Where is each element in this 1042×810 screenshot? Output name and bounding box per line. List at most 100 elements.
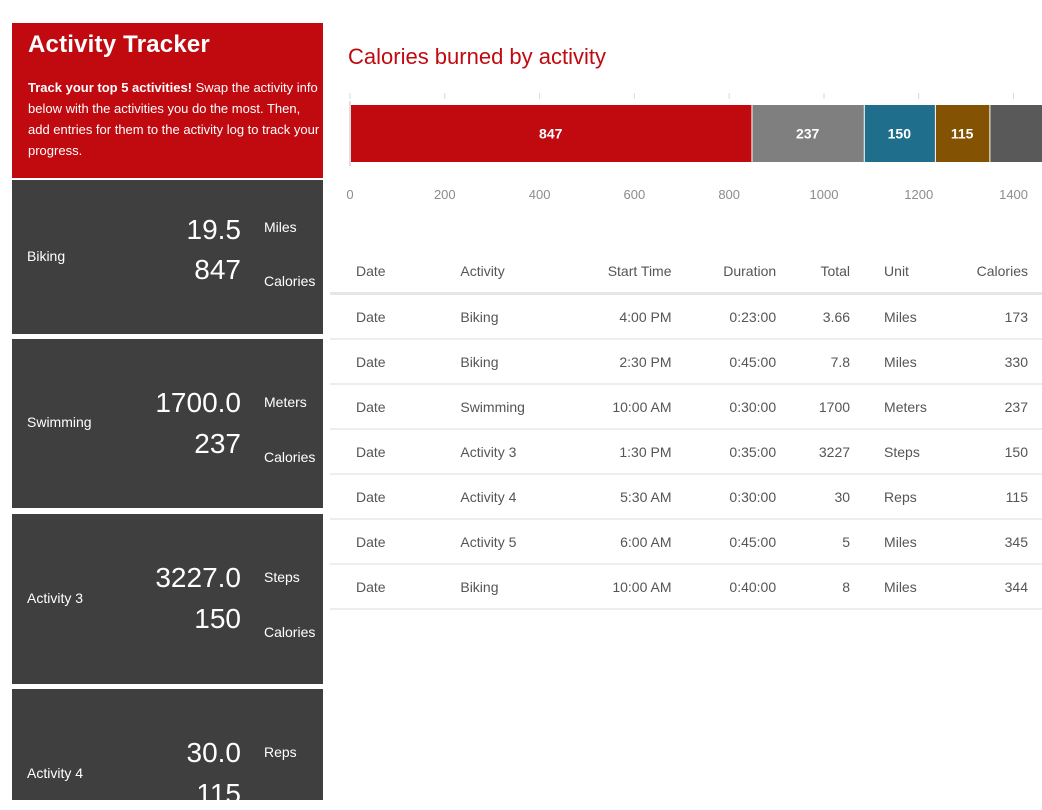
cell-duration[interactable]: 0:45:00 <box>729 353 777 370</box>
table-row[interactable]: Date Activity 4 5:30 AM 0:30:00 30 Reps 115 <box>330 474 1042 519</box>
col-header-start-time[interactable]: Start Time <box>607 263 672 279</box>
activity-card-swimming[interactable]: Swimming 1700.0 Meters 237 Calories <box>12 339 323 508</box>
table-row[interactable]: Date Biking 2:30 PM 0:45:00 7.8 Miles 330 <box>330 339 1042 384</box>
cell-unit[interactable]: Steps <box>884 443 920 460</box>
cell-start-time[interactable]: 1:30 PM <box>619 443 672 460</box>
x-tick-label: 800 <box>718 187 740 202</box>
bar-segment-biking[interactable] <box>351 105 752 162</box>
header-desc-text: Swap the activity info below with the ac… <box>28 80 320 158</box>
cell-duration[interactable]: 0:30:00 <box>729 398 777 415</box>
cell-activity[interactable]: Swimming <box>460 398 525 415</box>
activity-card-biking[interactable]: Biking 19.5 Miles 847 Calories <box>12 180 323 334</box>
cell-calories[interactable]: 330 <box>1004 353 1028 370</box>
cell-duration[interactable]: 0:35:00 <box>729 443 777 460</box>
cell-activity[interactable]: Biking <box>460 308 499 325</box>
activity-name: Activity 3 <box>27 590 84 606</box>
cell-date[interactable]: Date <box>356 533 386 550</box>
activity-log-table: Date Activity Start Time Duration Total … <box>330 250 1042 610</box>
activity-calories-label: Calories <box>264 624 316 640</box>
table-row[interactable]: Date Biking 4:00 PM 0:23:00 3.66 Miles 173 <box>330 294 1042 339</box>
activity-card-activity-3[interactable]: Activity 3 3227.0 Steps 150 Calories <box>12 514 323 684</box>
cell-total[interactable]: 1700 <box>818 398 851 415</box>
cell-calories[interactable]: 237 <box>1004 398 1028 415</box>
chart-title: Calories burned by activity <box>348 44 607 69</box>
bar-data-label: 150 <box>888 126 912 142</box>
cell-unit[interactable]: Meters <box>884 398 927 415</box>
col-header-unit[interactable]: Unit <box>884 263 909 279</box>
cell-unit[interactable]: Reps <box>884 488 917 505</box>
x-tick-label: 400 <box>529 187 551 202</box>
activity-name: Biking <box>27 248 66 264</box>
bar-data-label: 847 <box>539 126 563 142</box>
cell-calories[interactable]: 344 <box>1004 578 1028 595</box>
col-header-calories[interactable]: Calories <box>976 263 1028 279</box>
x-tick-label: 0 <box>346 187 353 202</box>
cell-date[interactable]: Date <box>356 308 386 325</box>
cell-activity[interactable]: Biking <box>460 578 499 595</box>
activity-calories: 115 <box>196 778 241 809</box>
cell-unit[interactable]: Miles <box>884 308 917 325</box>
activity-total: 1700.0 <box>155 387 241 418</box>
cell-start-time[interactable]: 10:00 AM <box>612 398 672 415</box>
bar-data-label: 115 <box>951 126 974 142</box>
cell-date[interactable]: Date <box>356 353 386 370</box>
cell-start-time[interactable]: 6:00 AM <box>620 533 672 550</box>
cell-activity[interactable]: Activity 5 <box>460 533 517 550</box>
cell-start-time[interactable]: 5:30 AM <box>620 488 672 505</box>
table-row[interactable]: Date Biking 10:00 AM 0:40:00 8 Miles 344 <box>330 564 1042 609</box>
bar-segment-swimming[interactable] <box>752 105 864 162</box>
col-header-total[interactable]: Total <box>820 263 851 279</box>
cell-date[interactable]: Date <box>356 398 386 415</box>
cell-duration[interactable]: 0:30:00 <box>729 488 777 505</box>
cell-duration[interactable]: 0:40:00 <box>729 578 777 595</box>
cell-total[interactable]: 8 <box>842 578 851 595</box>
cell-start-time[interactable]: 4:00 PM <box>619 308 672 325</box>
table-row[interactable]: Date Activity 3 1:30 PM 0:35:00 3227 Steps 150 <box>330 429 1042 474</box>
x-tick-label: 600 <box>624 187 646 202</box>
bar-data-label: 237 <box>796 126 820 142</box>
cell-duration[interactable]: 0:45:00 <box>729 533 777 550</box>
cell-date[interactable]: Date <box>356 578 386 595</box>
cell-calories[interactable]: 115 <box>1005 488 1028 505</box>
cell-calories[interactable]: 345 <box>1004 533 1028 550</box>
cell-date[interactable]: Date <box>356 443 386 460</box>
cell-duration[interactable]: 0:23:00 <box>729 308 777 325</box>
bar-segment-activity-3[interactable] <box>864 105 935 162</box>
activity-total: 30.0 <box>186 737 242 768</box>
cell-activity[interactable]: Activity 4 <box>460 488 517 505</box>
col-header-activity[interactable]: Activity <box>460 263 505 279</box>
cell-unit[interactable]: Miles <box>884 578 917 595</box>
cell-start-time[interactable]: 10:00 AM <box>612 578 672 595</box>
cell-activity[interactable]: Biking <box>460 353 499 370</box>
cell-total[interactable]: 3.66 <box>822 308 851 325</box>
cell-start-time[interactable]: 2:30 PM <box>619 353 672 370</box>
table-row[interactable]: Date Swimming 10:00 AM 0:30:00 1700 Meters 237 <box>330 384 1042 429</box>
x-tick-label: 200 <box>434 187 456 202</box>
col-header-date[interactable]: Date <box>356 263 386 279</box>
cell-total[interactable]: 5 <box>842 533 851 550</box>
activity-total: 3227.0 <box>155 562 241 593</box>
table-row[interactable]: Date Activity 5 6:00 AM 0:45:00 5 Miles 345 <box>330 519 1042 564</box>
activity-unit: Reps <box>264 744 297 760</box>
cell-date[interactable]: Date <box>356 488 386 505</box>
header-desc-bold: Track your top 5 activities! <box>28 80 193 95</box>
cell-calories[interactable]: 173 <box>1004 308 1028 325</box>
cell-calories[interactable]: 150 <box>1004 443 1028 460</box>
cell-total[interactable]: 3227 <box>818 443 851 460</box>
activity-calories: 237 <box>194 428 241 459</box>
activity-card-activity-4[interactable]: Activity 4 30.0 Reps 115 <box>12 689 323 809</box>
activity-calories: 150 <box>194 603 241 634</box>
activity-total: 19.5 <box>186 214 242 245</box>
cell-activity[interactable]: Activity 3 <box>460 443 517 460</box>
bar-segment-activity-5[interactable] <box>990 105 1042 162</box>
cell-unit[interactable]: Miles <box>884 353 917 370</box>
activity-calories-label: Calories <box>264 273 316 289</box>
app-title: Activity Tracker <box>28 31 210 58</box>
cell-total[interactable]: 30 <box>834 488 851 505</box>
activity-calories-label: Calories <box>264 449 316 465</box>
cell-total[interactable]: 7.8 <box>830 353 851 370</box>
col-header-duration[interactable]: Duration <box>723 263 777 279</box>
cell-unit[interactable]: Miles <box>884 533 917 550</box>
activity-name: Swimming <box>27 414 92 430</box>
bar-segment-activity-4[interactable] <box>935 105 990 162</box>
